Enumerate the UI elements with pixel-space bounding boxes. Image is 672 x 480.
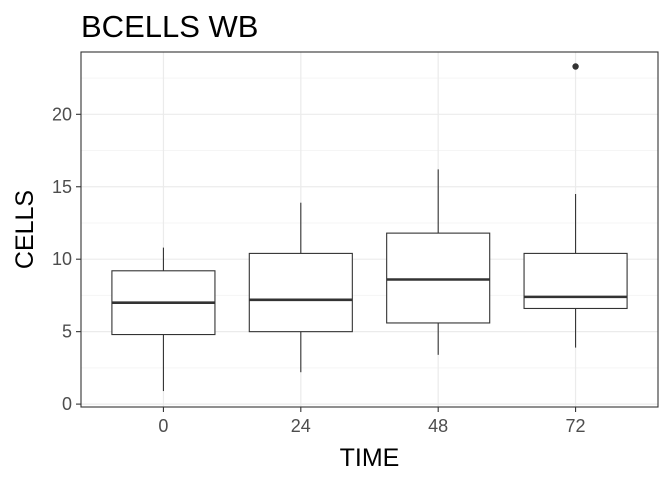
y-tick-label: 5 xyxy=(62,322,72,342)
boxes xyxy=(111,63,628,392)
x-tick-label: 48 xyxy=(428,416,448,436)
y-tick-label: 10 xyxy=(52,249,72,269)
box-body xyxy=(248,252,353,333)
y-tick-label: 15 xyxy=(52,177,72,197)
y-tick-label: 0 xyxy=(62,394,72,414)
x-tick-label: 24 xyxy=(291,416,311,436)
axis-ticks: 0 5 10 15 20 0 24 48 72 xyxy=(52,104,586,436)
grid xyxy=(81,52,658,407)
box-body xyxy=(386,232,491,324)
x-axis-title: TIME xyxy=(340,444,400,472)
box-48 xyxy=(386,169,491,355)
box-72 xyxy=(523,63,628,348)
chart-title: BCELLS WB xyxy=(81,9,258,44)
x-tick-label: 72 xyxy=(566,416,586,436)
box-body xyxy=(523,252,628,310)
y-axis-title: CELLS xyxy=(11,190,39,269)
outlier-point xyxy=(572,63,579,70)
box-24 xyxy=(248,202,353,373)
x-tick-label: 0 xyxy=(158,416,168,436)
panel-border xyxy=(80,51,659,408)
box-0 xyxy=(111,247,216,392)
y-tick-label: 20 xyxy=(52,104,72,124)
